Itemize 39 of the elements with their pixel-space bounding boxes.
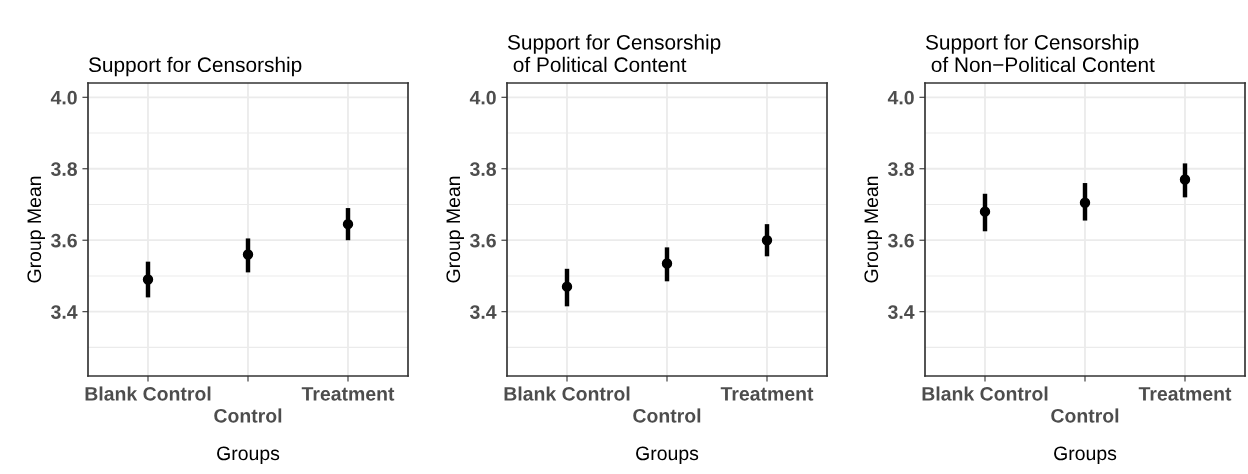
y-tick-label: 4.0: [887, 90, 914, 105]
y-tick-label: 3.6: [51, 233, 77, 248]
y-tick-label: 3.4: [51, 305, 78, 319]
y-tick-label: 3.8: [888, 162, 914, 177]
x-tick-label: Blank Control: [504, 386, 630, 401]
point: [1179, 174, 1191, 185]
x-tick-label: Control: [633, 408, 701, 423]
y-tick-label: 3.4: [470, 305, 497, 319]
x-tick-label: Treatment: [720, 387, 814, 401]
x-tick-label: Treatment: [1138, 387, 1232, 401]
y-tick-label: 4.0: [50, 90, 77, 105]
x-axis-title: Groups: [1054, 446, 1117, 465]
point: [1079, 197, 1091, 208]
point: [979, 206, 991, 217]
x-axis-title: Groups: [636, 446, 699, 465]
y-axis-title: Group Mean: [27, 176, 45, 283]
x-tick-label: Control: [1051, 408, 1119, 423]
chart-title: Support for Censorship: [88, 56, 302, 77]
y-tick-label: 3.8: [470, 162, 496, 177]
y-axis-title: Group Mean: [864, 176, 882, 283]
point: [561, 281, 573, 292]
y-axis-title: Group Mean: [446, 176, 464, 283]
point: [142, 274, 154, 285]
point: [661, 258, 673, 269]
x-tick-label: Blank Control: [85, 386, 211, 401]
x-tick-label: Control: [214, 408, 282, 423]
chart-title: Support for Censorship of Non−Political Content: [925, 34, 1155, 73]
x-tick-label: Blank Control: [922, 386, 1048, 401]
y-tick-label: 3.4: [888, 305, 915, 319]
chart-title: Support for Censorship of Political Content: [507, 34, 721, 73]
x-axis-title: Groups: [217, 446, 280, 465]
point: [342, 218, 354, 230]
y-tick-label: 3.8: [51, 162, 77, 177]
point: [761, 235, 773, 246]
x-tick-label: Treatment: [301, 387, 395, 401]
y-tick-label: 3.6: [470, 233, 496, 248]
y-tick-label: 3.6: [888, 233, 914, 248]
y-tick-label: 4.0: [469, 90, 496, 105]
point: [242, 249, 254, 260]
